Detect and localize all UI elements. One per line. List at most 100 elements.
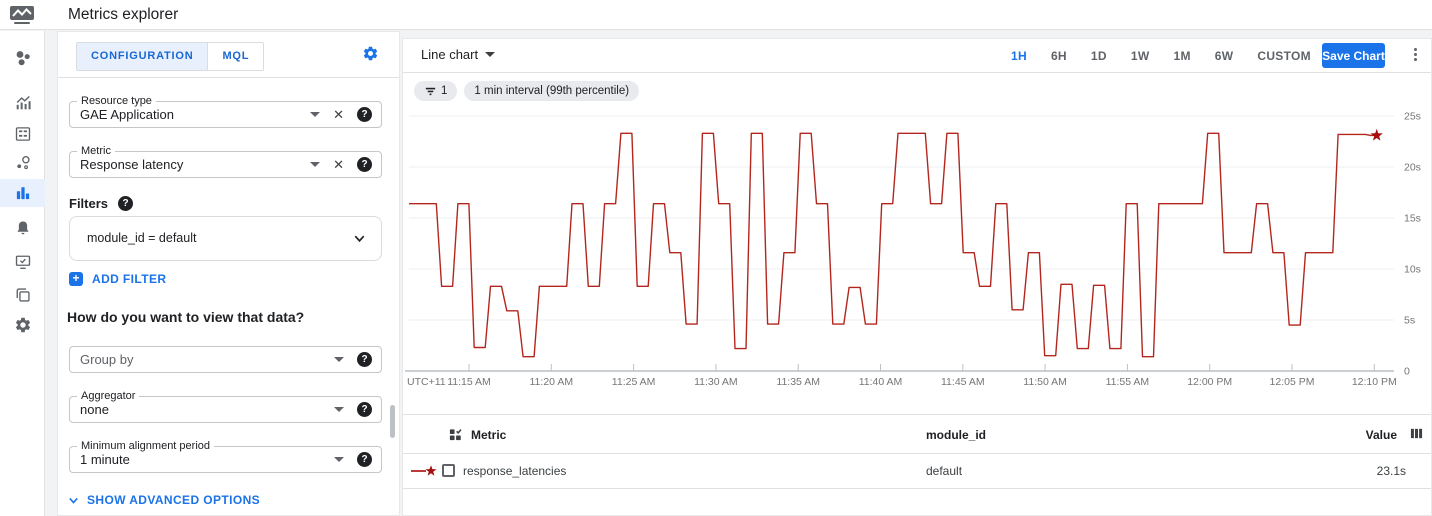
divider bbox=[403, 453, 1431, 454]
chart-type-dropdown[interactable]: Line chart bbox=[421, 47, 496, 62]
filter-count-chip[interactable]: 1 bbox=[414, 81, 458, 101]
filter-chip-expander[interactable]: module_id = default bbox=[69, 216, 382, 261]
metric-select[interactable]: Metric Response latency ✕ ? bbox=[69, 145, 382, 178]
svg-text:11:15 AM: 11:15 AM bbox=[447, 376, 491, 388]
config-settings-gear-icon[interactable] bbox=[362, 45, 379, 67]
show-advanced-options-button[interactable]: SHOW ADVANCED OPTIONS bbox=[67, 493, 260, 507]
range-custom[interactable]: CUSTOM bbox=[1257, 48, 1311, 63]
column-picker-icon[interactable] bbox=[1410, 427, 1423, 445]
col-header-module-id[interactable]: module_id bbox=[926, 428, 987, 442]
dropdown-caret-icon[interactable] bbox=[334, 407, 344, 412]
series-latest-value: 23.1s bbox=[1376, 464, 1406, 478]
aggregator-label: Aggregator bbox=[77, 390, 140, 402]
series-module-id: default bbox=[926, 464, 963, 478]
col-header-value[interactable]: Value bbox=[1365, 428, 1397, 442]
page-title: Metrics explorer bbox=[68, 6, 179, 23]
filters-section-label: Filters ? bbox=[69, 196, 134, 211]
svg-text:25s: 25s bbox=[1404, 111, 1421, 123]
svg-text:11:30 AM: 11:30 AM bbox=[694, 376, 738, 388]
view-data-heading: How do you want to view that data? bbox=[67, 309, 305, 325]
top-header: Metrics explorer bbox=[0, 0, 1432, 30]
latency-line-chart[interactable]: 25s 20s 15s 10s 5s 0 UTC+11 11:15 AM 11:20 AM 11:… bbox=[403, 104, 1432, 396]
min-alignment-period-value: 1 minute bbox=[80, 452, 130, 467]
dropdown-caret-icon bbox=[485, 52, 496, 57]
interval-chip[interactable]: 1 min interval (99th percentile) bbox=[464, 81, 640, 101]
range-6h[interactable]: 6H bbox=[1050, 48, 1067, 63]
plus-icon: + bbox=[69, 272, 83, 286]
svg-text:12:00 PM: 12:00 PM bbox=[1187, 376, 1232, 388]
save-chart-button[interactable]: Save Chart bbox=[1322, 43, 1385, 68]
help-icon[interactable]: ? bbox=[357, 157, 372, 172]
legend-table-header: Metric module_id Value bbox=[403, 415, 1431, 453]
series-name: response_latencies bbox=[463, 464, 567, 478]
clear-icon[interactable]: ✕ bbox=[333, 107, 344, 122]
time-range-selector: 1H 6H 1D 1W 1M 6W CUSTOM bbox=[999, 39, 1323, 72]
range-1w[interactable]: 1W bbox=[1130, 48, 1150, 63]
more-options-icon[interactable] bbox=[1408, 48, 1422, 64]
svg-text:5s: 5s bbox=[1404, 315, 1415, 327]
resource-type-label: Resource type bbox=[77, 95, 156, 107]
svg-text:10s: 10s bbox=[1404, 264, 1421, 276]
monitoring-logo-icon bbox=[10, 6, 34, 29]
aggregator-value: none bbox=[80, 402, 109, 417]
svg-text:12:10 PM: 12:10 PM bbox=[1352, 376, 1397, 388]
filter-expression: module_id = default bbox=[87, 231, 197, 245]
range-1h[interactable]: 1H bbox=[1011, 48, 1027, 63]
chart-chips: 1 1 min interval (99th percentile) bbox=[414, 81, 640, 101]
alerting-icon[interactable] bbox=[0, 214, 45, 242]
min-alignment-period-label: Minimum alignment period bbox=[77, 440, 214, 452]
clear-icon[interactable]: ✕ bbox=[333, 157, 344, 172]
help-icon[interactable]: ? bbox=[357, 402, 372, 417]
dashboard-builder-icon[interactable] bbox=[0, 120, 45, 148]
services-icon[interactable] bbox=[0, 149, 45, 177]
dropdown-caret-icon[interactable] bbox=[310, 162, 321, 167]
range-6w[interactable]: 6W bbox=[1214, 48, 1234, 63]
aggregator-select[interactable]: Aggregator none ? bbox=[69, 390, 382, 423]
dropdown-caret-icon[interactable] bbox=[310, 112, 321, 117]
help-icon[interactable]: ? bbox=[357, 452, 372, 467]
series-checkbox[interactable] bbox=[442, 464, 455, 477]
legend-table-row[interactable]: response_latencies default 23.1s bbox=[403, 454, 1431, 488]
resource-type-value: GAE Application bbox=[80, 107, 174, 122]
dropdown-caret-icon[interactable] bbox=[334, 357, 344, 362]
settings-icon[interactable] bbox=[0, 311, 45, 339]
range-1m[interactable]: 1M bbox=[1173, 48, 1191, 63]
svg-text:11:35 AM: 11:35 AM bbox=[776, 376, 820, 388]
config-scrollbar[interactable] bbox=[390, 405, 395, 438]
metrics-explorer-icon[interactable] bbox=[0, 179, 45, 207]
min-alignment-period-select[interactable]: Minimum alignment period 1 minute ? bbox=[69, 440, 382, 473]
dropdown-caret-icon[interactable] bbox=[334, 457, 344, 462]
group-by-select[interactable]: Group by ? bbox=[69, 346, 382, 373]
help-icon[interactable]: ? bbox=[357, 352, 372, 367]
help-icon[interactable]: ? bbox=[357, 107, 372, 122]
chevron-down-icon bbox=[69, 497, 78, 504]
tab-mql[interactable]: MQL bbox=[207, 43, 264, 70]
range-1d[interactable]: 1D bbox=[1090, 48, 1107, 63]
add-filter-button[interactable]: + ADD FILTER bbox=[69, 272, 166, 286]
left-nav-rail bbox=[0, 31, 45, 516]
series-select-icon[interactable] bbox=[448, 427, 463, 442]
svg-text:15s: 15s bbox=[1404, 213, 1421, 225]
svg-text:11:50 AM: 11:50 AM bbox=[1023, 376, 1067, 388]
divider bbox=[403, 488, 1431, 489]
chevron-down-icon[interactable] bbox=[352, 231, 367, 251]
tab-configuration[interactable]: CONFIGURATION bbox=[77, 43, 208, 70]
groups-icon[interactable] bbox=[0, 281, 45, 309]
divider bbox=[403, 72, 1431, 73]
dashboards-icon[interactable] bbox=[0, 89, 45, 117]
help-icon[interactable]: ? bbox=[118, 196, 134, 211]
group-by-placeholder: Group by bbox=[80, 352, 134, 367]
configuration-panel: CONFIGURATION MQL Resource type GAE Appl… bbox=[57, 31, 400, 516]
monitoring-overview-icon[interactable] bbox=[0, 44, 45, 72]
metric-value: Response latency bbox=[80, 157, 184, 172]
svg-text:11:25 AM: 11:25 AM bbox=[612, 376, 656, 388]
filter-list-icon bbox=[425, 87, 436, 95]
divider bbox=[58, 77, 399, 78]
resource-type-select[interactable]: Resource type GAE Application ✕ ? bbox=[69, 95, 382, 128]
svg-text:UTC+11: UTC+11 bbox=[407, 376, 446, 388]
svg-text:11:45 AM: 11:45 AM bbox=[941, 376, 985, 388]
svg-text:11:20 AM: 11:20 AM bbox=[530, 376, 574, 388]
col-header-metric[interactable]: Metric bbox=[471, 427, 507, 442]
uptime-checks-icon[interactable] bbox=[0, 248, 45, 276]
